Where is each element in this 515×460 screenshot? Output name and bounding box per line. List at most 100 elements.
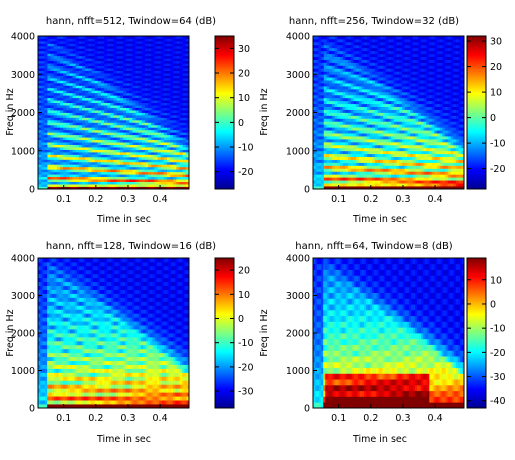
- heatmap-cell: [88, 159, 92, 163]
- heatmap-cell: [88, 176, 92, 180]
- heatmap-cell: [166, 105, 171, 108]
- heatmap-cell: [170, 147, 174, 150]
- heatmap-cell: [348, 159, 352, 163]
- heatmap-cell: [107, 100, 111, 104]
- heatmap-cell: [410, 183, 414, 187]
- heatmap-cell: [138, 77, 143, 81]
- heatmap-cell: [179, 176, 184, 180]
- heatmap-cell: [350, 94, 354, 99]
- heatmap-cell: [350, 136, 354, 140]
- heatmap-cell: [113, 50, 118, 54]
- heatmap-cell: [163, 58, 168, 62]
- heatmap-cell: [323, 159, 327, 163]
- heatmap-cell: [369, 94, 373, 99]
- heatmap-cell: [141, 70, 146, 74]
- heatmap-cell: [69, 87, 74, 91]
- heatmap-cell: [356, 100, 360, 105]
- heatmap-cell: [47, 161, 51, 165]
- heatmap-cell: [138, 124, 143, 128]
- heatmap-cell: [107, 43, 111, 47]
- heatmap-cell: [47, 40, 51, 44]
- heatmap-cell: [385, 159, 389, 163]
- heatmap-cell: [113, 142, 118, 145]
- heatmap-cell: [323, 115, 327, 119]
- heatmap-cell: [361, 41, 365, 46]
- heatmap-cell: [170, 137, 174, 141]
- heatmap-cell: [315, 138, 319, 143]
- heatmap-cell: [329, 186, 333, 190]
- heatmap-cell: [78, 60, 83, 64]
- heatmap-cell: [391, 38, 395, 43]
- heatmap-cell: [72, 82, 77, 86]
- heatmap-cell: [318, 62, 322, 66]
- heatmap-cell: [372, 171, 376, 175]
- heatmap-cell: [69, 73, 74, 76]
- heatmap-cell: [135, 166, 140, 170]
- heatmap-cell: [182, 36, 187, 39]
- heatmap-cell: [350, 112, 354, 116]
- heatmap-cell: [393, 71, 397, 75]
- heatmap-cell: [141, 122, 146, 126]
- heatmap-cell: [44, 65, 48, 69]
- heatmap-cell: [63, 105, 67, 108]
- heatmap-cell: [361, 147, 365, 152]
- heatmap-cell: [132, 119, 136, 123]
- heatmap-cell: [342, 177, 346, 181]
- heatmap-cell: [369, 83, 373, 87]
- heatmap-cell: [88, 114, 92, 118]
- heatmap-cell: [141, 171, 146, 175]
- heatmap-cell: [151, 95, 155, 99]
- heatmap-cell: [407, 153, 411, 158]
- heatmap-cell: [63, 82, 67, 86]
- heatmap-cell: [129, 90, 133, 94]
- heatmap-cell: [100, 105, 105, 108]
- heatmap-cell: [44, 82, 48, 86]
- heatmap-cell: [75, 159, 80, 163]
- heatmap-cell: [179, 184, 184, 187]
- heatmap-cell: [94, 151, 99, 155]
- heatmap-cell: [412, 80, 416, 84]
- heatmap-cell: [72, 87, 77, 91]
- heatmap-cell: [350, 59, 354, 63]
- heatmap-cell: [380, 124, 384, 128]
- heatmap-cell: [82, 50, 86, 54]
- heatmap-cell: [41, 60, 45, 64]
- heatmap-cell: [113, 95, 118, 99]
- heatmap-cell: [170, 97, 174, 101]
- heatmap-cell: [82, 75, 86, 79]
- heatmap-cell: [104, 181, 108, 185]
- heatmap-cell: [82, 43, 86, 47]
- heatmap-cell: [179, 110, 184, 113]
- heatmap-cell: [318, 121, 322, 125]
- heatmap-cell: [315, 74, 319, 78]
- heatmap-cell: [364, 159, 368, 163]
- heatmap-cell: [321, 36, 325, 40]
- heatmap-cell: [383, 109, 387, 113]
- heatmap-cell: [47, 80, 51, 84]
- heatmap-cell: [144, 110, 149, 113]
- heatmap-cell: [342, 44, 346, 49]
- heatmap-cell: [154, 38, 158, 42]
- heatmap-cell: [119, 164, 124, 168]
- heatmap-cell: [72, 55, 77, 59]
- heatmap-cell: [38, 85, 42, 89]
- heatmap-cell: [157, 154, 162, 158]
- colorbar-tick-label: 30: [238, 44, 250, 55]
- heatmap-cell: [88, 161, 92, 165]
- heatmap-cell: [369, 156, 373, 160]
- heatmap-cell: [404, 127, 408, 131]
- heatmap-cell: [396, 121, 400, 125]
- heatmap-cell: [56, 80, 61, 84]
- heatmap-cell: [407, 168, 411, 172]
- heatmap-cell: [377, 71, 381, 75]
- heatmap-cell: [388, 94, 392, 99]
- heatmap-cell: [334, 38, 338, 43]
- heatmap-cell: [78, 114, 83, 118]
- heatmap-cell: [88, 63, 92, 67]
- heatmap-cell: [100, 75, 105, 79]
- heatmap-cell: [82, 40, 86, 44]
- heatmap-cell: [315, 124, 319, 128]
- heatmap-cell: [85, 174, 89, 178]
- heatmap-cell: [356, 62, 360, 66]
- heatmap-cell: [176, 186, 180, 190]
